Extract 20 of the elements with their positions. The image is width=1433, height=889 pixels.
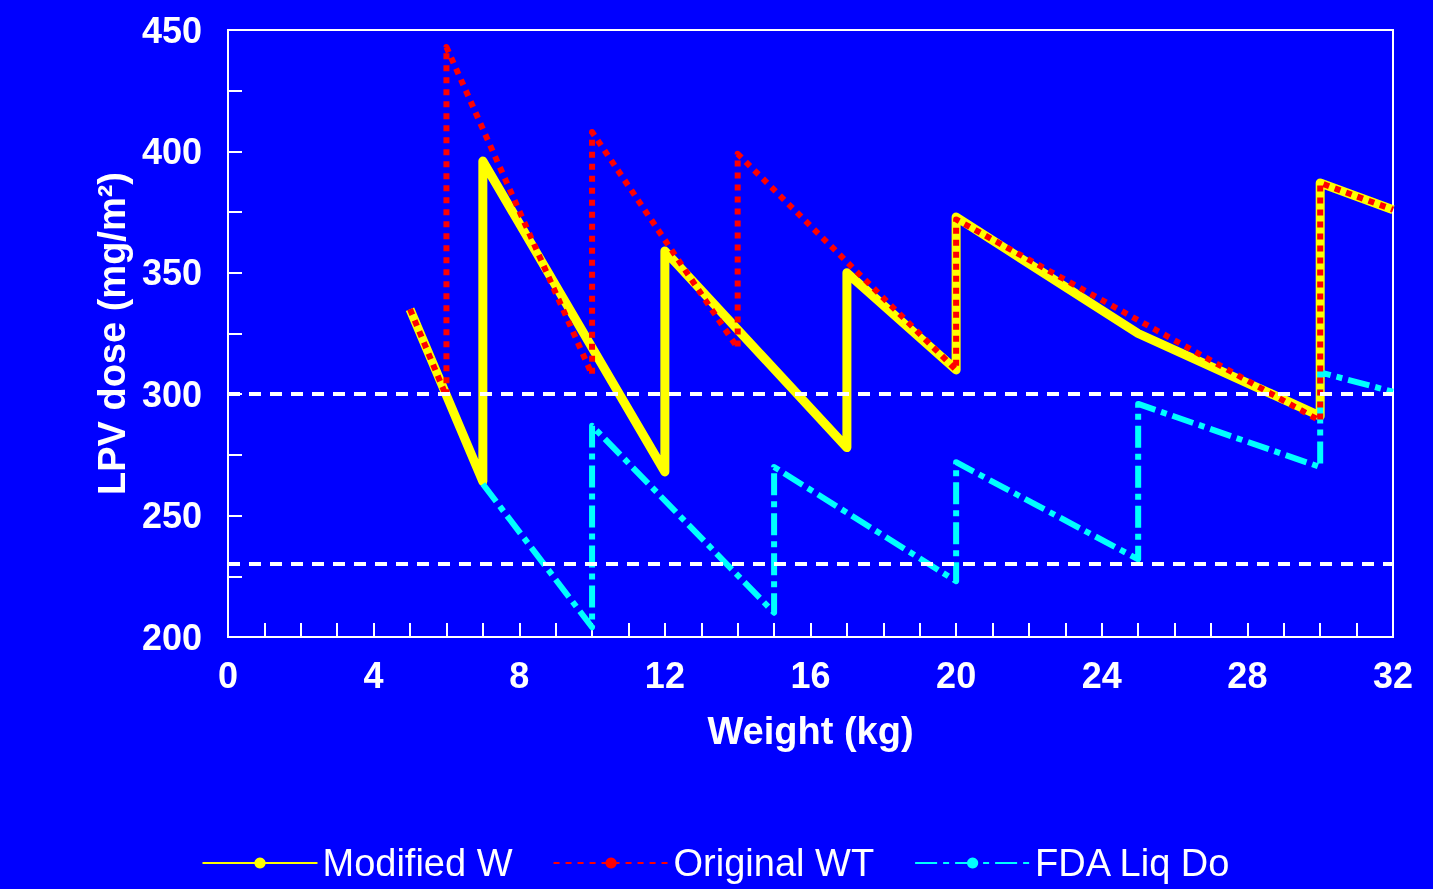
x-tick-label: 24: [1081, 654, 1122, 696]
y-tick-label: 250: [141, 495, 202, 537]
x-tick-label: 4: [363, 654, 384, 696]
y-tick-label: 300: [141, 373, 202, 415]
y-tick-label: 400: [141, 130, 202, 172]
x-tick-label: 0: [217, 654, 239, 696]
x-axis-title: Weight (kg): [707, 710, 914, 752]
legend-label: FDA Liq Do: [1035, 842, 1230, 884]
x-tick-label: 12: [644, 654, 685, 696]
y-axis-title: LPV dose (mg/m²): [91, 171, 134, 496]
y-tick-label: 450: [141, 9, 202, 51]
y-tick-label: 200: [141, 616, 202, 658]
x-tick-label: 20: [936, 654, 977, 696]
y-tick-label: 350: [141, 252, 202, 294]
x-tick-label: 32: [1372, 654, 1414, 696]
x-tick-label: 16: [790, 654, 831, 696]
legend-label: Modified W: [322, 842, 513, 884]
legend-label: Original WT: [673, 842, 875, 884]
x-tick-label: 8: [509, 654, 530, 696]
x-tick-label: 28: [1227, 654, 1268, 696]
